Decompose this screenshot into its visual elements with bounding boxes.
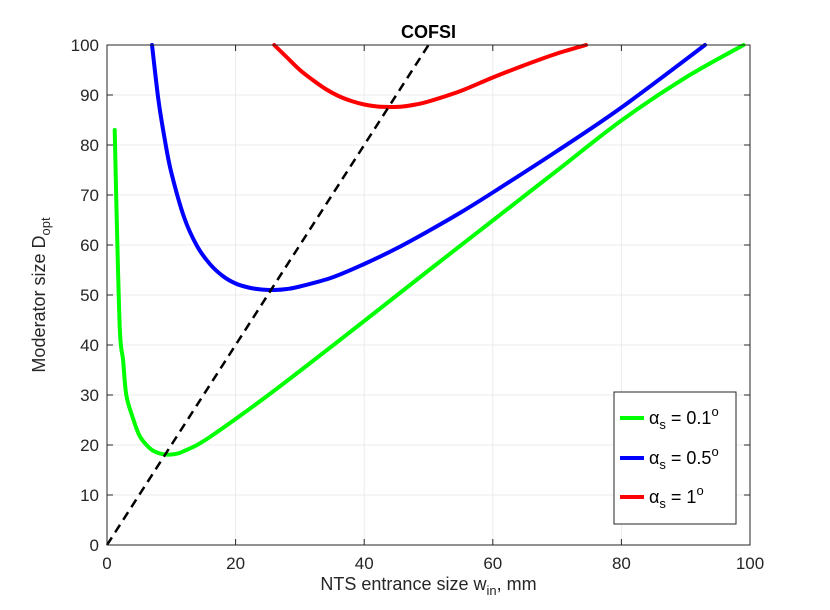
x-tick-label: 100	[736, 554, 764, 573]
legend-label-green: αs = 0.1o	[649, 404, 719, 432]
legend-label-red: αs = 1o	[649, 483, 704, 511]
y-tick-label: 90	[80, 86, 99, 105]
x-axis-title-main: NTS entrance size w	[320, 574, 487, 594]
y-axis-title: Moderator size Dopt	[29, 217, 53, 373]
y-tick-label: 30	[80, 386, 99, 405]
legend-blue-sup: o	[711, 444, 718, 459]
x-tick-label: 0	[102, 554, 111, 573]
series-0-5deg	[150, 43, 707, 293]
optimum-dashed-line	[105, 44, 430, 546]
legend: αs = 0.1o αs = 0.5o αs = 1o	[613, 391, 737, 525]
x-axis-title-suffix: , mm	[497, 574, 537, 594]
y-tick-label: 10	[80, 486, 99, 505]
legend-red-sub: s	[659, 496, 666, 511]
legend-green-sub: s	[659, 417, 666, 432]
y-tick-label: 80	[80, 136, 99, 155]
x-axis-title: NTS entrance size win, mm	[320, 574, 536, 598]
chart-title: COFSI	[401, 22, 456, 42]
x-tick-label: 20	[226, 554, 245, 573]
y-tick-label: 0	[90, 536, 99, 555]
series-1deg	[272, 43, 589, 109]
legend-red-symbol: α	[649, 487, 659, 507]
y-tick-label: 40	[80, 336, 99, 355]
legend-green-sup: o	[711, 404, 718, 419]
curves	[105, 43, 746, 546]
legend-blue-sub: s	[659, 457, 666, 472]
legend-red-sup: o	[696, 483, 703, 498]
legend-blue-text: = 0.5	[666, 448, 712, 468]
y-tick-label: 100	[71, 36, 99, 55]
y-axis-title-main: Moderator size D	[29, 236, 49, 373]
ticks	[106, 44, 751, 546]
legend-green-text: = 0.1	[666, 408, 712, 428]
series-0-1deg	[112, 43, 746, 457]
y-tick-label: 50	[80, 286, 99, 305]
legend-red-text: = 1	[666, 487, 697, 507]
tick-labels: 0 20 40 60 80 100 0 10 20 30 40 50 60 70 80 90 100	[71, 36, 765, 573]
x-tick-label: 40	[355, 554, 374, 573]
y-tick-label: 60	[80, 236, 99, 255]
x-tick-label: 80	[612, 554, 631, 573]
x-axis-title-sub: in	[486, 583, 496, 598]
y-tick-label: 70	[80, 186, 99, 205]
legend-green-symbol: α	[649, 408, 659, 428]
y-tick-label: 20	[80, 436, 99, 455]
x-tick-label: 60	[483, 554, 502, 573]
y-axis-title-sub: opt	[38, 217, 53, 235]
legend-blue-symbol: α	[649, 448, 659, 468]
legend-label-blue: αs = 0.5o	[649, 444, 719, 472]
